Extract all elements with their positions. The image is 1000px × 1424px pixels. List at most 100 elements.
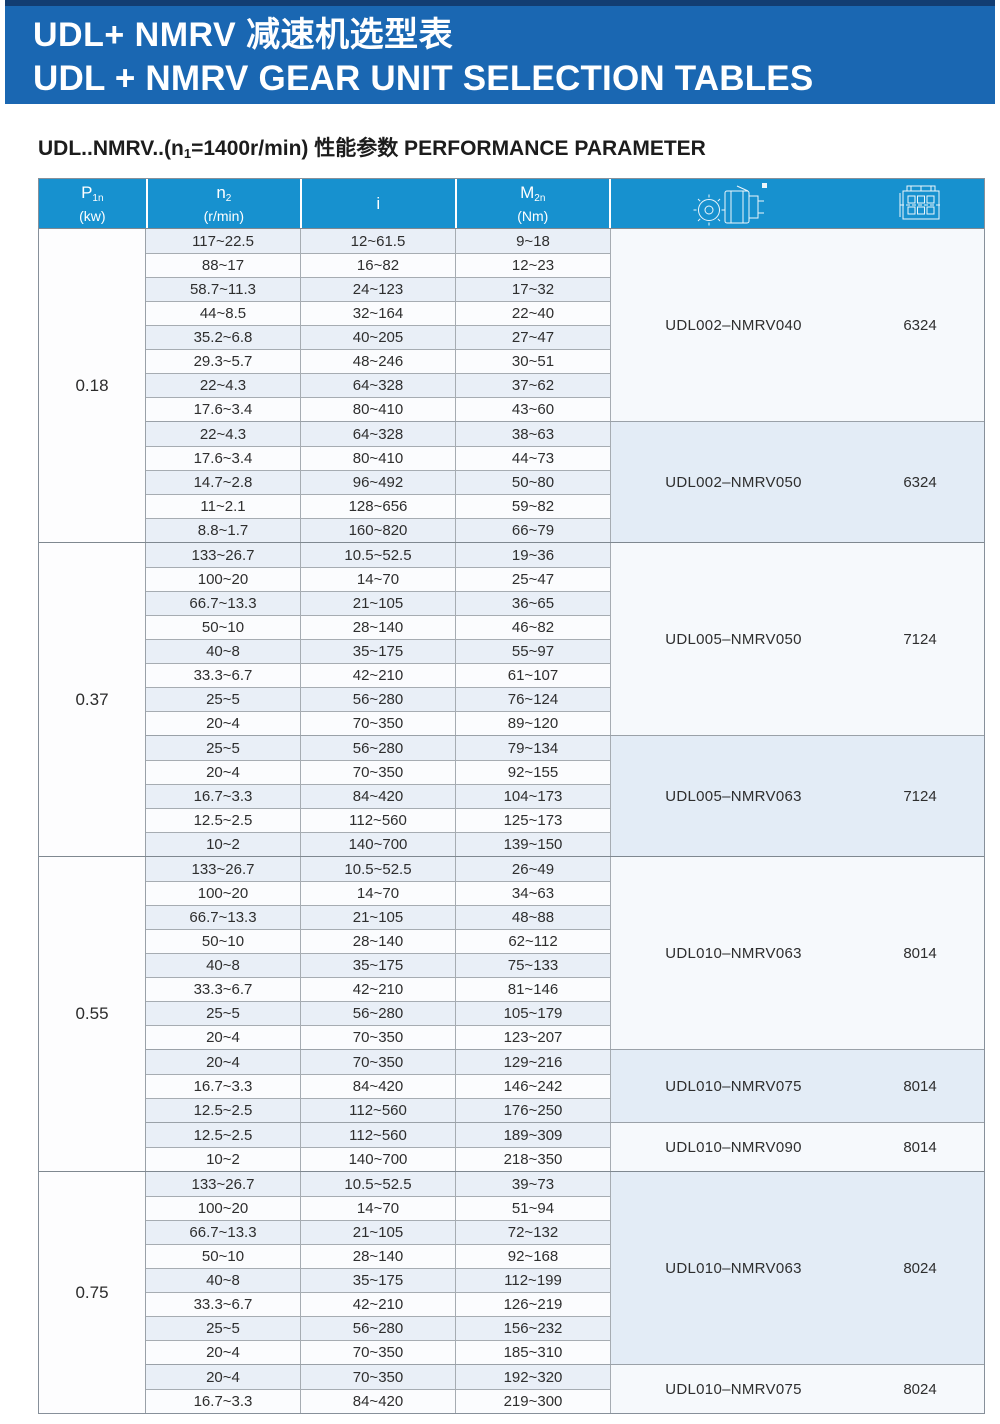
torque-cell: 44~73 — [456, 447, 611, 470]
torque-cell: 79~134 — [456, 736, 611, 760]
n2-cell: 50~10 — [146, 616, 301, 639]
bearing-icon-box — [856, 183, 984, 225]
torque-cell: 38~63 — [456, 422, 611, 446]
n2-cell: 35.2~6.8 — [146, 326, 301, 349]
n2-cell: 14.7~2.8 — [146, 471, 301, 494]
table-row: 117~22.5 12~61.5 9~18 — [146, 229, 611, 253]
n2-cell: 100~20 — [146, 1197, 301, 1220]
n2-cell: 25~5 — [146, 688, 301, 711]
table-subtitle: UDL..NMRV..(n1=1400r/min) 性能参数 PERFORMAN… — [38, 132, 1000, 162]
model-bearing-cell: UDL002–NMRV040 6324 — [611, 229, 984, 421]
bearing-code: 6324 — [903, 316, 937, 334]
n2-cell: 20~4 — [146, 761, 301, 784]
ratio-cell: 64~328 — [301, 422, 456, 446]
gear-unit-model: UDL010–NMRV075 — [665, 1077, 802, 1095]
ratio-cell: 21~105 — [301, 1221, 456, 1244]
torque-cell: 22~40 — [456, 302, 611, 325]
table-row: 10~2 140~700 218~350 — [146, 1147, 611, 1171]
n2-cell: 25~5 — [146, 736, 301, 760]
model-group: 12.5~2.5 112~560 189~309 10~2 140~700 218~350… — [146, 1122, 984, 1171]
power-value: 0.55 — [39, 857, 146, 1171]
data-rows: 20~4 70~350 192~320 16.7~3.3 84~420 219~300 — [146, 1365, 611, 1413]
model-groups: 133~26.7 10.5~52.5 39~73 100~20 14~70 51~94 66… — [146, 1172, 984, 1413]
n2-cell: 10~2 — [146, 1148, 301, 1171]
n2-cell: 133~26.7 — [146, 1172, 301, 1196]
model-group: 25~5 56~280 79~134 20~4 70~350 92~155 16.7~3.3… — [146, 735, 984, 856]
n2-cell: 100~20 — [146, 882, 301, 905]
table-row: 20~4 70~350 192~320 — [146, 1365, 611, 1389]
torque-cell: 76~124 — [456, 688, 611, 711]
torque-cell: 43~60 — [456, 398, 611, 421]
bearing-code: 8014 — [903, 944, 937, 962]
ratio-cell: 70~350 — [301, 712, 456, 735]
table-row: 25~5 56~280 79~134 — [146, 736, 611, 760]
ratio-cell: 56~280 — [301, 736, 456, 760]
gear-unit-model: UDL010–NMRV090 — [665, 1138, 802, 1156]
bearing-code: 6324 — [903, 473, 937, 491]
torque-cell: 36~65 — [456, 592, 611, 615]
n2-cell: 117~22.5 — [146, 229, 301, 253]
column-header-i: i — [300, 179, 454, 228]
torque-cell: 112~199 — [456, 1269, 611, 1292]
bearing-code: 8014 — [903, 1077, 937, 1095]
table-row: 44~8.5 32~164 22~40 — [146, 301, 611, 325]
table-row: 22~4.3 64~328 37~62 — [146, 373, 611, 397]
n2-cell: 12.5~2.5 — [146, 809, 301, 832]
torque-cell: 105~179 — [456, 1002, 611, 1025]
table-row: 133~26.7 10.5~52.5 26~49 — [146, 857, 611, 881]
model-group: 117~22.5 12~61.5 9~18 88~17 16~82 12~23 58.7~1… — [146, 229, 984, 421]
n2-cell: 20~4 — [146, 1365, 301, 1389]
model-bearing-cell: UDL010–NMRV063 8024 — [611, 1172, 984, 1364]
ratio-cell: 16~82 — [301, 254, 456, 277]
power-section-0.37: 0.37 133~26.7 10.5~52.5 19~36 100~20 14~70 25~… — [39, 542, 984, 856]
gear-unit-model: UDL005–NMRV050 — [665, 630, 802, 648]
table-row: 40~8 35~175 112~199 — [146, 1268, 611, 1292]
model-groups: 133~26.7 10.5~52.5 26~49 100~20 14~70 34~63 66… — [146, 857, 984, 1171]
n2-cell: 33.3~6.7 — [146, 978, 301, 1001]
subtitle-subscript: 1 — [183, 146, 192, 161]
model-bearing-cell: UDL002–NMRV050 6324 — [611, 422, 984, 542]
bearing-code: 8024 — [903, 1259, 937, 1277]
power-section-0.75: 0.75 133~26.7 10.5~52.5 39~73 100~20 14~70 51~… — [39, 1171, 984, 1413]
n2-cell: 16.7~3.3 — [146, 785, 301, 808]
n2-cell: 88~17 — [146, 254, 301, 277]
data-rows: 25~5 56~280 79~134 20~4 70~350 92~155 16.7~3.3… — [146, 736, 611, 856]
torque-cell: 104~173 — [456, 785, 611, 808]
torque-cell: 51~94 — [456, 1197, 611, 1220]
model-bearing-cell: UDL010–NMRV075 8024 — [611, 1365, 984, 1413]
ratio-cell: 12~61.5 — [301, 229, 456, 253]
gear-unit-model: UDL002–NMRV040 — [665, 316, 802, 334]
model-groups: 133~26.7 10.5~52.5 19~36 100~20 14~70 25~47 66… — [146, 543, 984, 856]
n2-cell: 66.7~13.3 — [146, 592, 301, 615]
ratio-cell: 28~140 — [301, 930, 456, 953]
n2-cell: 133~26.7 — [146, 857, 301, 881]
gear-unit-model: UDL005–NMRV063 — [665, 787, 802, 805]
column-header-unit: (r/min) — [203, 207, 245, 224]
torque-cell: 55~97 — [456, 640, 611, 663]
ratio-cell: 35~175 — [301, 954, 456, 977]
ratio-cell: 14~70 — [301, 882, 456, 905]
ratio-cell: 42~210 — [301, 978, 456, 1001]
n2-cell: 50~10 — [146, 930, 301, 953]
ratio-cell: 128~656 — [301, 495, 456, 518]
column-header-symbol: M2n — [520, 182, 546, 204]
column-header-symbol: n2 — [216, 182, 232, 204]
n2-cell: 58.7~11.3 — [146, 278, 301, 301]
n2-cell: 66.7~13.3 — [146, 1221, 301, 1244]
power-value: 0.37 — [39, 543, 146, 856]
ratio-cell: 112~560 — [301, 809, 456, 832]
n2-cell: 40~8 — [146, 1269, 301, 1292]
table-row: 12.5~2.5 112~560 125~173 — [146, 808, 611, 832]
torque-cell: 19~36 — [456, 543, 611, 567]
table-row: 33.3~6.7 42~210 81~146 — [146, 977, 611, 1001]
ratio-cell: 140~700 — [301, 833, 456, 856]
table-row: 12.5~2.5 112~560 176~250 — [146, 1098, 611, 1122]
ratio-cell: 112~560 — [301, 1123, 456, 1147]
n2-cell: 22~4.3 — [146, 374, 301, 397]
table-row: 33.3~6.7 42~210 61~107 — [146, 663, 611, 687]
ratio-cell: 56~280 — [301, 1002, 456, 1025]
ratio-cell: 14~70 — [301, 568, 456, 591]
ratio-cell: 48~246 — [301, 350, 456, 373]
n2-cell: 25~5 — [146, 1002, 301, 1025]
table-row: 25~5 56~280 105~179 — [146, 1001, 611, 1025]
